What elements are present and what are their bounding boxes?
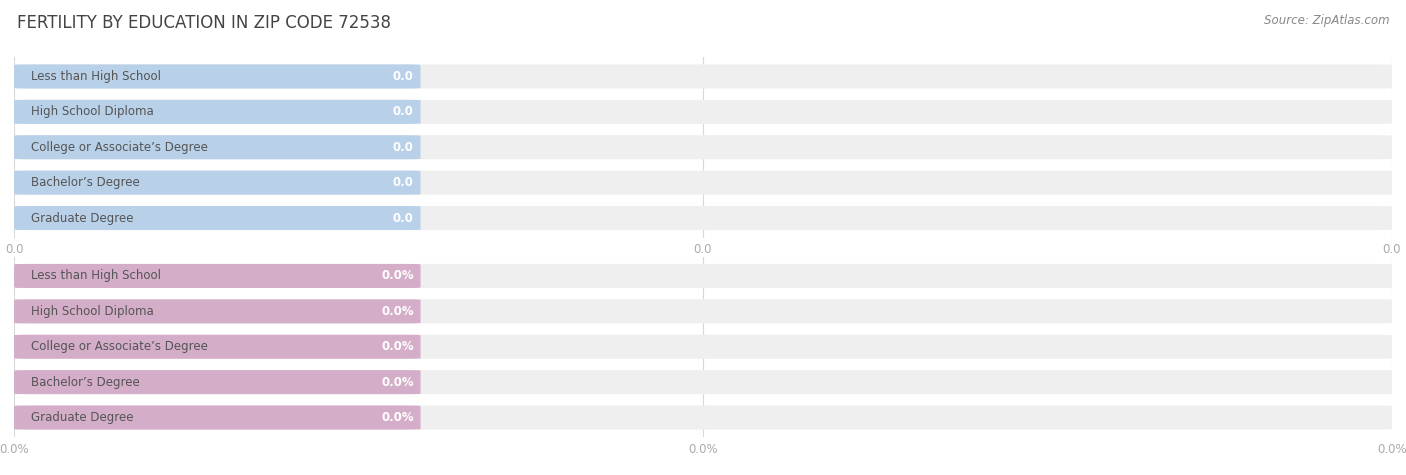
FancyBboxPatch shape [14, 264, 1392, 288]
FancyBboxPatch shape [14, 100, 1392, 124]
Text: FERTILITY BY EDUCATION IN ZIP CODE 72538: FERTILITY BY EDUCATION IN ZIP CODE 72538 [17, 14, 391, 32]
FancyBboxPatch shape [14, 206, 1392, 230]
Text: 0.0: 0.0 [392, 176, 413, 189]
FancyBboxPatch shape [14, 100, 420, 124]
FancyBboxPatch shape [14, 370, 420, 394]
Text: 0.0%: 0.0% [381, 305, 413, 318]
Text: 0.0: 0.0 [392, 141, 413, 154]
FancyBboxPatch shape [14, 135, 1392, 159]
FancyBboxPatch shape [14, 335, 1392, 359]
FancyBboxPatch shape [14, 299, 420, 323]
Text: Bachelor’s Degree: Bachelor’s Degree [31, 376, 139, 389]
Text: 0.0: 0.0 [392, 211, 413, 225]
FancyBboxPatch shape [14, 135, 420, 159]
FancyBboxPatch shape [14, 171, 420, 195]
Text: 0.0: 0.0 [392, 105, 413, 118]
Text: High School Diploma: High School Diploma [31, 105, 153, 118]
Text: College or Associate’s Degree: College or Associate’s Degree [31, 340, 208, 353]
Text: 0.0%: 0.0% [381, 269, 413, 283]
Text: Less than High School: Less than High School [31, 269, 160, 283]
Text: High School Diploma: High School Diploma [31, 305, 153, 318]
FancyBboxPatch shape [14, 171, 1392, 195]
FancyBboxPatch shape [14, 206, 420, 230]
FancyBboxPatch shape [14, 406, 420, 429]
FancyBboxPatch shape [14, 335, 420, 359]
Text: 0.0%: 0.0% [381, 376, 413, 389]
Text: 0.0%: 0.0% [381, 340, 413, 353]
FancyBboxPatch shape [14, 264, 420, 288]
FancyBboxPatch shape [14, 299, 1392, 323]
Text: 0.0: 0.0 [392, 70, 413, 83]
FancyBboxPatch shape [14, 406, 1392, 429]
FancyBboxPatch shape [14, 65, 420, 88]
Text: 0.0%: 0.0% [381, 411, 413, 424]
Text: College or Associate’s Degree: College or Associate’s Degree [31, 141, 208, 154]
FancyBboxPatch shape [14, 370, 1392, 394]
Text: Graduate Degree: Graduate Degree [31, 211, 134, 225]
Text: Source: ZipAtlas.com: Source: ZipAtlas.com [1264, 14, 1389, 27]
Text: Graduate Degree: Graduate Degree [31, 411, 134, 424]
Text: Bachelor’s Degree: Bachelor’s Degree [31, 176, 139, 189]
Text: Less than High School: Less than High School [31, 70, 160, 83]
FancyBboxPatch shape [14, 65, 1392, 88]
